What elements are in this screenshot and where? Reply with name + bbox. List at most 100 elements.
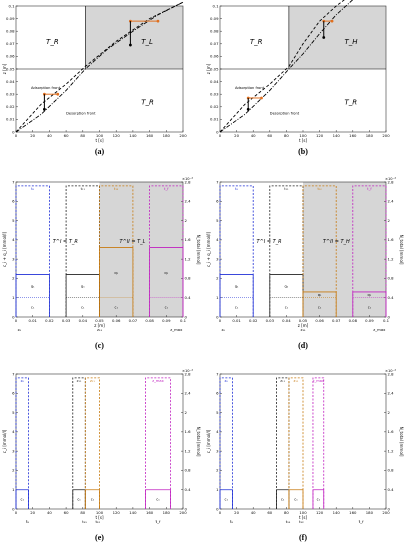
y2-tick-label: 0.4 [185,295,192,300]
x-tick-label: 0.07 [332,318,341,323]
y-tick-label: 1 [216,295,219,300]
cell-outline [219,185,254,317]
cell-tag: z_max [152,379,164,383]
x-tick-label: 40 [251,133,256,138]
cell-c-label: c₁ [235,306,239,310]
y2-tick-label: 1.6 [388,237,395,242]
panel-caption: (e) [95,533,104,542]
y-tick-label: 0.07 [6,41,15,46]
y-tick-label: 2 [216,276,219,281]
y-tick-label: 1 [12,295,15,300]
x-tick-label: 200 [179,510,187,515]
orange-point [260,96,263,100]
cell-tag: z₀ [21,379,25,383]
x-sub-label: z₀ [18,327,22,332]
y2-tick-label: 2.8 [185,179,192,184]
x-tick-label: 0.01 [28,318,37,323]
y2-tick-label: 1.2 [388,448,395,453]
y-tick-label: 0.02 [210,104,219,109]
cell-c-label: c₁ [114,306,118,310]
x-sub-label: t̃_f [358,519,364,524]
y-tick-label: 0.09 [210,16,219,21]
x-tick-label: 100 [96,510,104,515]
y-tick-label: 0.09 [6,16,15,21]
cell-bar [288,489,304,509]
cell-tag: z₁₁ [294,379,299,383]
y-tick-label: 5 [12,410,15,415]
cell-outline [84,377,100,509]
x-sub-label: z₁₁ [97,327,103,332]
y2-tick-label: 0 [388,314,391,319]
cell-outline [149,185,184,317]
cell-bar [312,489,325,509]
y-tick-label: 7 [12,179,15,184]
y-tick-label: 5 [216,218,219,223]
y-tick-label: 1 [216,487,219,492]
equation-label: T^II = T_L [120,239,146,245]
x-tick-label: 160 [349,133,357,138]
x-tick-label: 0.09 [365,318,374,323]
x-sub-label: t̃₀ [230,519,234,524]
x-tick-label: 80 [284,510,289,515]
cell-c-label: c₁ [368,306,372,310]
x-tick-label: 40 [47,510,52,515]
cell-c-label: c₁ [318,306,322,310]
x-axis-label: t [s] [299,515,307,520]
x-tick-label: 0.09 [162,318,171,323]
y2-tick-label: 1.2 [388,256,395,261]
y-tick-label: 3 [216,448,219,453]
cell-c-label: c₁ [81,306,85,310]
adsorption-front-line [15,1,184,133]
x-tick-label: 0.1 [180,318,187,323]
x-axis-label: t [s] [299,138,307,143]
cell-bar [145,489,171,509]
y-tick-label: 2 [12,276,15,281]
x-tick-label: 0 [219,318,222,323]
x-tick-label: 0 [15,318,18,323]
y-tick-label: 0.04 [6,79,15,84]
x-tick-label: 180 [163,133,171,138]
x-tick-label: 20 [30,510,35,515]
cell-bar [65,274,100,317]
cell-q-label: q₁ [164,271,168,275]
y2-exponent: ×10⁻⁴ [182,177,193,181]
x-tick-label: 0.06 [112,318,121,323]
cell-c-label: c₁ [77,498,81,502]
region-label: T_R [250,38,263,46]
y-tick-label: 0.01 [210,117,219,122]
y2-tick-label: 1.2 [185,448,192,453]
x-tick-label: 120 [113,510,121,515]
x-tick-label: 60 [64,133,69,138]
y-tick-label: 0 [216,506,219,511]
cell-bar [302,291,337,317]
panel-caption: (c) [95,341,104,350]
x-tick-label: 120 [316,133,324,138]
cell-tag: t₁₁ [284,187,289,191]
orange-point [330,19,334,23]
y-tick-label: 0.04 [210,79,219,84]
y-tick-label: 0.07 [210,41,219,46]
x-sub-label: z_max [373,327,386,332]
x-tick-label: 120 [113,133,121,138]
panel-d: 0 0.01 0.02 0.03 0.04 0.05 0.06 0.07 0.08 0.09 0.1… [206,177,404,350]
shaded-region [303,182,386,317]
y-tick-label: 0.05 [210,66,219,71]
panel-e: 0 20 40 60 80 100 120 140 160 180 2000123456700.40… [2,369,201,542]
x-axis-label: t [s] [95,138,103,143]
y-tick-label: 0.08 [6,29,15,34]
x-tick-label: 200 [382,510,390,515]
shaded-region [288,6,386,69]
shaded-region [85,6,183,69]
cell-outline [302,185,337,317]
y-axis-label: c_i + q_i [mmol/l] [206,232,211,267]
region-label: T_R [141,98,154,106]
y-tick-label: 6 [216,391,219,396]
y2-tick-label: 2 [185,410,188,415]
cell-bar [219,489,233,509]
orange-point [56,92,60,96]
x-tick-label: 0 [15,510,18,515]
x-tick-label: 0.08 [145,318,154,323]
y-tick-label: 7 [216,371,219,376]
annotation-desorption: Desorption front [270,111,300,115]
y-tick-label: 0 [216,314,219,319]
